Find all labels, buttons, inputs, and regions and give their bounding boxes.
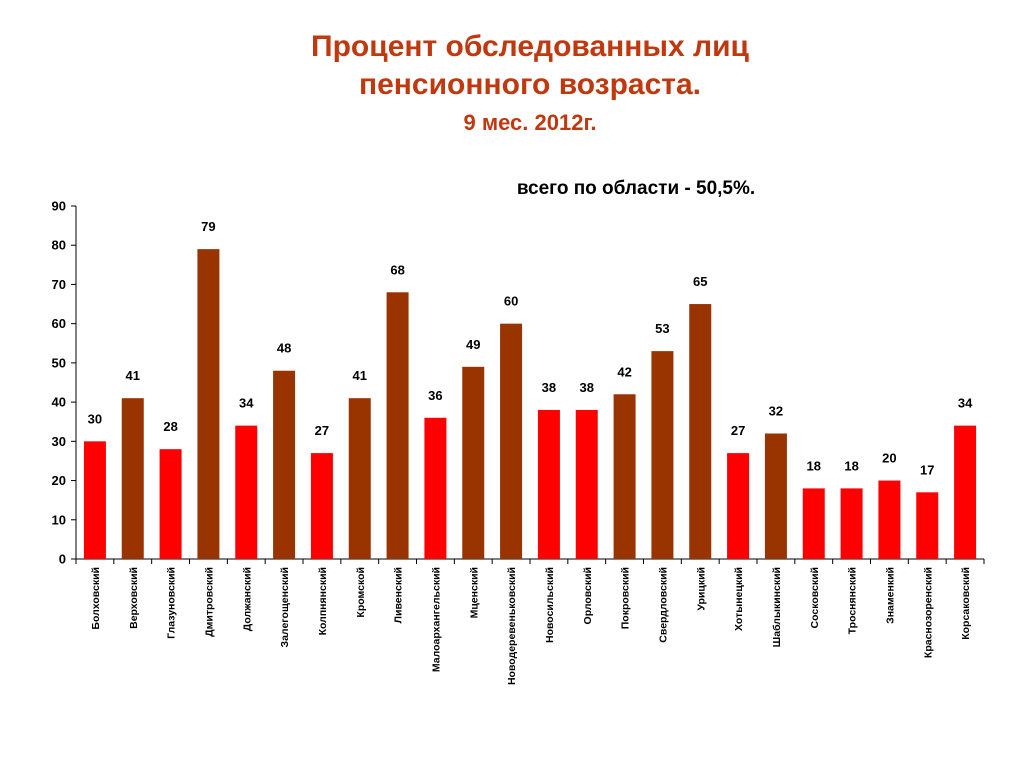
axes: 0 10 20 30 40 50 60 70 80 90 <box>52 199 985 567</box>
data-label: 48 <box>277 341 291 356</box>
data-label: 18 <box>844 458 858 473</box>
x-category-label: Орловский <box>582 567 594 624</box>
category-labels: Болховский Верховский Глазуновский Дмитровс… <box>90 567 972 685</box>
chart-subtitle: 9 мес. 2012г. <box>463 110 597 135</box>
x-category-label: Колпнянский <box>317 567 329 635</box>
y-tick-label: 90 <box>52 199 66 214</box>
data-label: 28 <box>163 419 177 434</box>
data-label: 65 <box>693 274 707 289</box>
data-label: 34 <box>958 396 973 411</box>
bar-13 <box>537 409 560 559</box>
x-category-label: Сосковский <box>809 567 821 628</box>
bar-17 <box>689 304 712 559</box>
x-category-label: Малоархангельский <box>430 567 442 672</box>
x-category-label: Покровский <box>620 567 632 629</box>
bar-5 <box>235 425 258 559</box>
data-label: 60 <box>504 294 518 309</box>
bar-23 <box>916 492 939 559</box>
bar-21 <box>840 488 863 559</box>
data-label: 79 <box>201 219 215 234</box>
x-category-label: Корсаковский <box>960 567 972 640</box>
data-label: 32 <box>769 403 783 418</box>
bar-22 <box>878 480 901 559</box>
data-label: 36 <box>428 388 442 403</box>
y-tick-label: 10 <box>52 512 66 527</box>
bar-12 <box>500 323 523 559</box>
bar-15 <box>613 394 636 559</box>
x-category-label: Краснозоренский <box>922 567 934 658</box>
bar-20 <box>802 488 825 559</box>
bar-10 <box>424 417 447 559</box>
x-category-label: Глазуновский <box>166 567 178 639</box>
x-category-label: Дмитровский <box>203 567 215 637</box>
bar-24 <box>954 425 977 559</box>
x-category-label: Залегощенский <box>279 567 291 647</box>
data-label: 38 <box>580 380 594 395</box>
x-category-label: Знаменкий <box>884 567 896 624</box>
bar-2 <box>121 398 144 559</box>
bar-7 <box>310 453 333 559</box>
x-category-label: Мценский <box>468 567 480 618</box>
data-label: 42 <box>617 364 631 379</box>
x-category-label: Свердловский <box>657 567 669 643</box>
bar-4 <box>197 249 220 559</box>
y-tick-label: 60 <box>52 316 66 331</box>
x-category-label: Новодеревеньковский <box>506 567 518 685</box>
bar-6 <box>273 370 296 559</box>
data-label: 30 <box>88 411 102 426</box>
y-tick-label: 30 <box>52 434 66 449</box>
x-category-label: Ливенский <box>393 567 405 623</box>
x-category-label: Троснянский <box>847 567 859 634</box>
y-tick-label: 50 <box>52 355 66 370</box>
bar-19 <box>764 433 787 559</box>
x-category-label: Шаблыкинский <box>771 567 783 647</box>
x-category-label: Хотынецкий <box>733 567 745 631</box>
data-label: 68 <box>390 262 404 277</box>
bar-1 <box>83 441 106 559</box>
x-category-label: Должанский <box>241 567 253 631</box>
bar-3 <box>159 449 182 559</box>
data-label: 41 <box>353 368 367 383</box>
y-tick-label: 40 <box>52 395 66 410</box>
x-category-label: Верховский <box>128 567 140 629</box>
data-label: 38 <box>542 380 556 395</box>
chart-title-line-1: Процент обследованных лиц <box>311 30 749 63</box>
data-label: 18 <box>807 458 821 473</box>
bar-9 <box>386 292 409 559</box>
data-labels: 30 41 28 79 34 48 27 41 68 36 49 60 38 38 42 53 65 27 32 18… <box>88 219 973 477</box>
title-block: Процент обследованных лиц пенсионного во… <box>0 28 1024 138</box>
data-label: 49 <box>466 337 480 352</box>
x-category-label: Новосильский <box>544 567 556 643</box>
y-tick-label: 0 <box>59 552 66 567</box>
bar-18 <box>727 453 750 559</box>
y-tick-label: 20 <box>52 473 66 488</box>
bar-11 <box>462 366 485 559</box>
x-category-label: Урицкий <box>695 567 707 611</box>
bar-8 <box>348 398 371 559</box>
bar-14 <box>575 409 598 559</box>
bar-16 <box>651 351 674 559</box>
y-tick-label: 80 <box>52 238 66 253</box>
data-label: 20 <box>882 451 896 466</box>
data-label: 27 <box>315 423 329 438</box>
y-tick-label: 70 <box>52 277 66 292</box>
data-label: 53 <box>655 321 669 336</box>
bars <box>83 249 977 559</box>
data-label: 17 <box>920 462 934 477</box>
x-category-label: Кромской <box>355 567 367 618</box>
data-label: 41 <box>126 368 140 383</box>
x-category-label: Болховский <box>90 567 102 630</box>
data-label: 27 <box>731 423 745 438</box>
region-total-note: всего по области - 50,5%. <box>517 178 755 199</box>
chart-title-line-2: пенсионного возраста. <box>359 68 701 101</box>
data-label: 34 <box>239 396 254 411</box>
